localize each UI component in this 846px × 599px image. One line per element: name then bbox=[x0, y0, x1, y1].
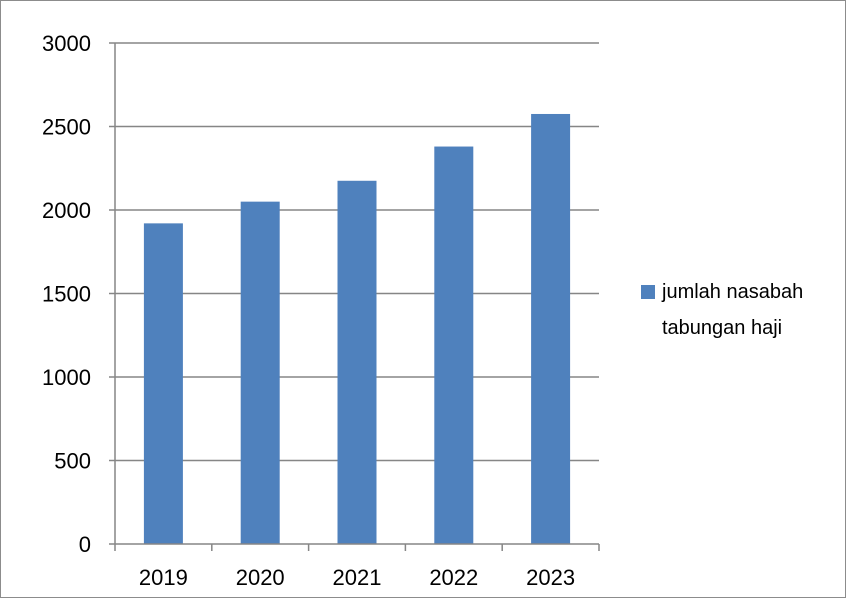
y-tick-label-0: 0 bbox=[79, 532, 91, 557]
y-tick-label-1000: 1000 bbox=[42, 365, 91, 390]
bar-2022 bbox=[434, 146, 474, 545]
x-tick-label-2019: 2019 bbox=[139, 565, 188, 590]
legend: jumlah nasabah tabungan haji bbox=[641, 281, 803, 339]
y-tick-label-1500: 1500 bbox=[42, 282, 91, 307]
y-tick-label-3000: 3000 bbox=[42, 31, 91, 56]
x-tick-label-2021: 2021 bbox=[333, 565, 382, 590]
legend-label-line-1: jumlah nasabah bbox=[661, 281, 803, 303]
bars bbox=[143, 113, 571, 545]
x-tick-label-2020: 2020 bbox=[236, 565, 285, 590]
legend-label-line-2: tabungan haji bbox=[662, 317, 782, 339]
bar-2019 bbox=[143, 223, 183, 545]
bar-2020 bbox=[240, 201, 280, 544]
y-tick-label-2500: 2500 bbox=[42, 115, 91, 140]
bar-2023 bbox=[531, 113, 571, 544]
y-tick-label-2000: 2000 bbox=[42, 198, 91, 223]
x-tick-label-2022: 2022 bbox=[429, 565, 478, 590]
axes bbox=[114, 43, 600, 551]
legend-swatch bbox=[641, 285, 655, 299]
bar-2021 bbox=[337, 180, 377, 544]
x-tick-labels: 2019 2020 2021 2022 2023 bbox=[139, 565, 575, 590]
y-tick-labels: 0 500 1000 1500 2000 2500 3000 bbox=[42, 31, 91, 557]
x-tick-label-2023: 2023 bbox=[526, 565, 575, 590]
y-tick-label-500: 500 bbox=[54, 449, 91, 474]
